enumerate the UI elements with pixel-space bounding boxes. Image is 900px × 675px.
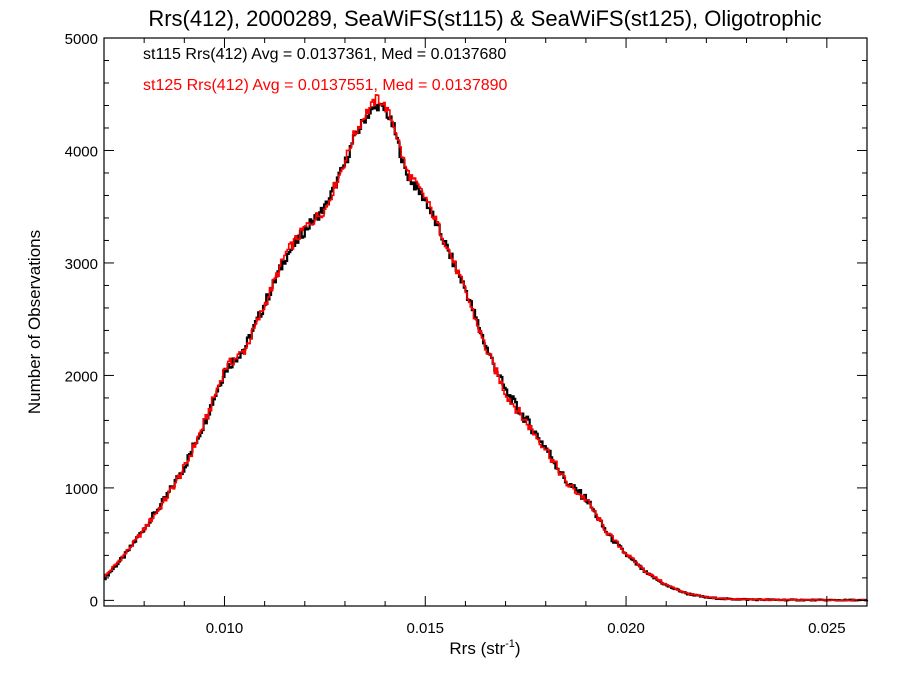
y-axis-label: Number of Observations	[25, 230, 44, 414]
series-layer	[104, 94, 869, 602]
y-tick-label: 3000	[65, 256, 98, 273]
x-axis-label-superscript: -1	[505, 638, 515, 650]
y-tick-label: 1000	[65, 481, 98, 498]
x-axis-label-main: Rrs (str	[449, 639, 505, 658]
annotation-st125: st125 Rrs(412) Avg = 0.0137551, Med = 0.…	[143, 77, 508, 94]
x-tick-label: 0.015	[406, 620, 444, 637]
x-axis: 0.010 0.015 0.020 0.025	[103, 38, 868, 637]
x-axis-label: Rrs (str-1)	[449, 638, 520, 658]
chart-title: Rrs(412), 2000289, SeaWiFS(st115) & SeaW…	[148, 6, 821, 31]
y-tick-label: 2000	[65, 368, 98, 385]
series-line-1	[104, 94, 868, 602]
plot-frame	[103, 37, 868, 607]
annotation-st115: st115 Rrs(412) Avg = 0.0137361, Med = 0.…	[143, 46, 506, 63]
y-tick-label: 4000	[65, 143, 98, 160]
y-axis: 0 1000 2000 3000 4000 5000	[65, 31, 867, 610]
x-tick-label: 0.010	[206, 620, 244, 637]
x-axis-label-close: )	[515, 639, 521, 658]
y-tick-label: 5000	[65, 31, 98, 48]
x-tick-label: 0.020	[607, 620, 645, 637]
x-tick-label: 0.025	[808, 620, 846, 637]
y-tick-label: 0	[90, 593, 98, 610]
